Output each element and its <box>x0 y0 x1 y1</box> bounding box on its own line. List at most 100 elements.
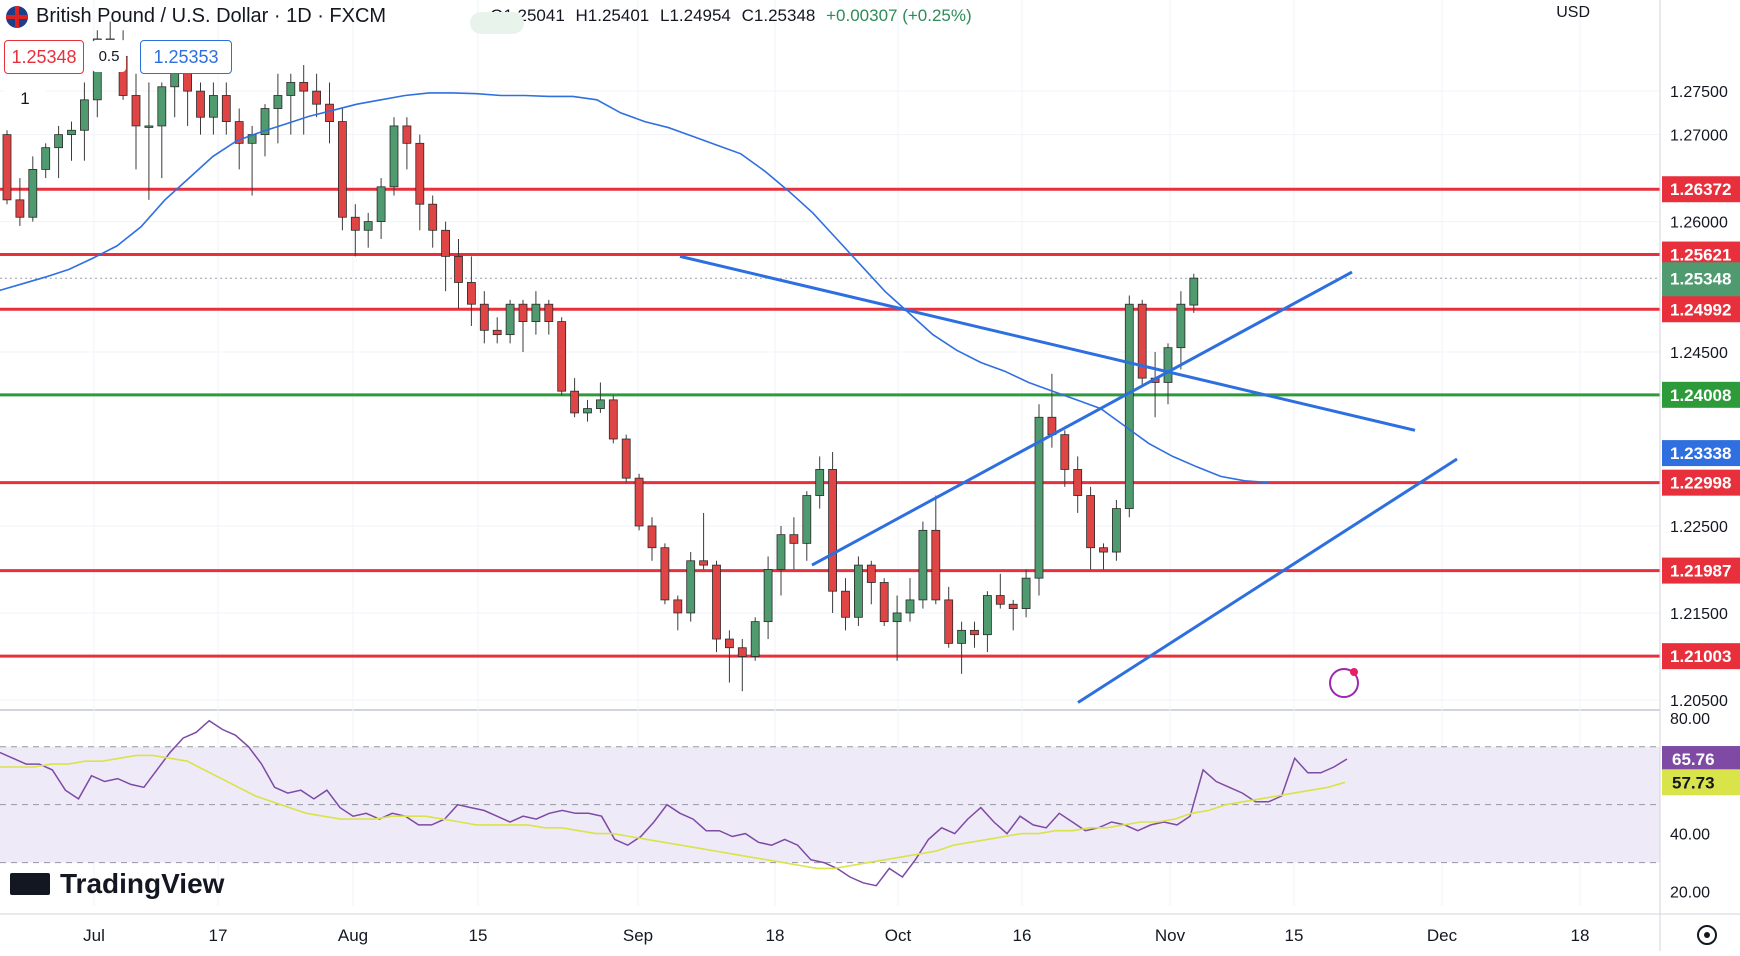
buy-price-button[interactable]: 1.25353 <box>140 40 232 74</box>
time-tick-label: 16 <box>1013 926 1032 945</box>
uk-flag-icon <box>6 6 28 28</box>
candle-body <box>54 134 63 149</box>
price-tick-label: 1.27500 <box>1670 84 1728 101</box>
candle-body <box>350 216 360 231</box>
price-axis[interactable]: 1.27500 1.27000 1.26000 1.24500 1.22500 1.215… <box>1659 0 1740 951</box>
price-pane <box>0 32 1660 706</box>
trendline <box>679 254 1416 432</box>
rsi-ma-line <box>0 754 1346 870</box>
currency-selector[interactable]: USD <box>1556 4 1590 21</box>
candle-body <box>67 129 76 136</box>
resistance-1-label: 1.26372 <box>1670 180 1731 199</box>
candle-body <box>854 564 863 618</box>
candle-body <box>634 477 644 527</box>
candle-body <box>1176 303 1186 349</box>
toggle-indicators-icon[interactable] <box>470 12 524 34</box>
candle-body <box>660 547 670 601</box>
candle-body <box>144 125 154 128</box>
candle-body <box>828 469 837 592</box>
candle-body <box>970 629 979 636</box>
candle-body <box>957 629 966 644</box>
candle-body <box>441 229 451 257</box>
candle-body <box>389 125 399 188</box>
candle-body <box>983 595 992 636</box>
candle-body <box>1099 547 1108 553</box>
candle-body <box>596 399 605 409</box>
candle-body <box>286 82 296 96</box>
trendline <box>811 270 1353 567</box>
last-price-label: 1.25348 <box>1670 269 1731 288</box>
candle-body <box>505 303 515 336</box>
candle-body <box>1086 495 1095 549</box>
time-tick-label: 17 <box>209 926 228 945</box>
candle-body <box>1008 603 1018 609</box>
candle-body <box>531 303 541 323</box>
settings-icon-center <box>1704 932 1710 938</box>
candle-body <box>234 121 244 144</box>
symbol-title[interactable]: British Pound / U.S. Dollar · 1D · FXCM <box>36 4 387 27</box>
resistance-4-label: 1.22998 <box>1670 474 1731 493</box>
ohlc-high: H1.25401 <box>575 6 650 25</box>
candle-body <box>312 90 322 105</box>
quantity-field[interactable]: 1 <box>4 84 46 114</box>
support-label-bg <box>1662 381 1740 408</box>
time-tick-label: Aug <box>338 926 368 945</box>
resistance-6-label: 1.21003 <box>1670 647 1731 666</box>
candle-body <box>879 582 889 623</box>
rsi-value-label: 65.76 <box>1672 750 1715 769</box>
rsi-value-tag-bg <box>1662 746 1740 773</box>
candle-body <box>1060 434 1070 470</box>
candle-body <box>621 438 631 479</box>
resistance-5-label: 1.21987 <box>1670 562 1731 581</box>
candle-body <box>737 647 747 657</box>
candle-body <box>647 525 657 549</box>
price-tick-label: 1.26000 <box>1670 215 1728 232</box>
candle-body <box>1073 469 1083 496</box>
price-tick-label: 1.21500 <box>1670 606 1728 623</box>
price-tick-label: 1.27000 <box>1670 128 1728 145</box>
candle-body <box>454 255 463 283</box>
candle-body <box>208 95 218 118</box>
time-tick-label: 15 <box>469 926 488 945</box>
candle-body <box>15 199 25 218</box>
candle-body <box>725 638 734 649</box>
candle-body <box>944 599 954 644</box>
ma-line <box>0 92 1269 484</box>
candle-body <box>28 169 38 218</box>
alert-dot-icon <box>1350 668 1358 676</box>
candle-body <box>557 321 567 392</box>
candle-body <box>802 495 812 544</box>
candle-body <box>479 303 489 331</box>
ohlc-low: L1.24954 <box>659 6 731 25</box>
candle-body <box>789 534 799 544</box>
resistance-6-label-bg <box>1662 643 1740 670</box>
tradingview-mark-icon <box>10 873 50 895</box>
candle-body <box>518 303 528 323</box>
resistance-3-label: 1.24992 <box>1670 300 1731 319</box>
support-label: 1.24008 <box>1670 386 1731 405</box>
candle-body <box>260 108 270 136</box>
sell-price-button[interactable]: 1.25348 <box>4 40 84 74</box>
tradingview-logo: TradingView <box>10 868 224 900</box>
resistance-1-label-bg <box>1662 176 1740 203</box>
settings-icon <box>1697 925 1717 945</box>
candle-body <box>570 390 579 414</box>
candle-body <box>608 399 618 440</box>
rsi-ma-value-label: 57.73 <box>1672 773 1715 792</box>
candle-body <box>673 599 683 614</box>
time-axis[interactable]: Jul 17 Aug 15 Sep 18 Oct 16 Nov 15 Dec 18 <box>0 668 1740 945</box>
candle-body <box>1034 416 1044 579</box>
time-tick-label: Nov <box>1155 926 1186 945</box>
moving-average <box>0 92 1269 484</box>
header: British Pound / U.S. Dollar · 1D · FXCM … <box>0 0 978 32</box>
candle-body <box>415 142 425 205</box>
time-tick-label: Jul <box>83 926 105 945</box>
rsi-tick-label: 20.00 <box>1670 885 1710 902</box>
candle-body <box>763 569 773 623</box>
resistance-5-label-bg <box>1662 557 1740 584</box>
candle-body <box>905 599 915 614</box>
candle-body <box>918 529 928 601</box>
candle-body <box>776 534 786 570</box>
